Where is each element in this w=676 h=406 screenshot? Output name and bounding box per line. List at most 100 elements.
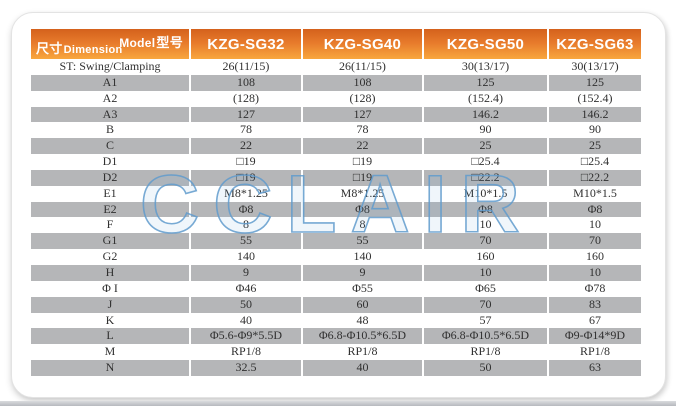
table-row: D1 □19 □19 □25.4 □25.4 <box>31 154 641 170</box>
table-cell: □19 <box>303 169 422 186</box>
table-cell: □19 <box>236 154 256 169</box>
table-cell: M8*1.25 <box>340 185 385 200</box>
table-cell: 48 <box>356 312 369 327</box>
row-label: L <box>31 328 189 345</box>
model-label-en: Model <box>119 36 156 50</box>
table-cell: 146.2 <box>549 106 641 123</box>
table-cell: Φ6.8-Φ10.5*6.5D <box>424 328 547 345</box>
spec-table: Model型号 尺寸Dimension KZG-SG32 KZG-SG40 KZG-… <box>31 29 641 376</box>
row-label: Φ I <box>102 280 118 295</box>
table-cell: 125 <box>549 74 641 91</box>
table-cell: 70 <box>424 296 547 313</box>
table-cell: 10 <box>424 264 547 281</box>
table-cell: □19 <box>191 169 301 186</box>
table-cell: 22 <box>191 138 301 155</box>
table-cell: 40 <box>303 360 422 376</box>
table-cell: 70 <box>424 233 547 250</box>
table-cell: 108 <box>303 74 422 91</box>
model-label: Model型号 <box>119 32 183 51</box>
table-cell: 50 <box>191 296 301 313</box>
row-label: B <box>105 122 114 137</box>
table-cell: 90 <box>589 122 601 137</box>
row-label: J <box>31 296 189 313</box>
table-cell: 32.5 <box>191 360 301 376</box>
table-cell: 10 <box>479 217 492 232</box>
table-cell: 40 <box>240 312 252 327</box>
table-cell: □19 <box>352 154 373 169</box>
table-cell: Φ65 <box>475 280 496 295</box>
table-row: Φ I Φ46 Φ55 Φ65 Φ78 <box>31 281 641 297</box>
table-cell: 146.2 <box>424 106 547 123</box>
table-row: G2 140 140 160 160 <box>31 249 641 265</box>
table-cell: M10*1.5 <box>463 185 508 200</box>
table-cell: 55 <box>303 233 422 250</box>
table-row: H 9 9 10 10 <box>31 264 641 281</box>
table-row: A1 108 108 125 125 <box>31 74 641 91</box>
table-row: E1 M8*1.25 M8*1.25 M10*1.5 M10*1.5 <box>31 186 641 202</box>
table-cell: 125 <box>424 74 547 91</box>
table-cell: 57 <box>479 312 492 327</box>
table-cell: Φ6.8-Φ10.5*6.5D <box>303 328 422 345</box>
table-cell: 78 <box>356 122 369 137</box>
table-cell: 90 <box>479 122 492 137</box>
table-row: B 78 78 90 90 <box>31 122 641 138</box>
table-row: F 8 8 10 10 <box>31 217 641 233</box>
table-cell: Φ8 <box>191 201 301 218</box>
table-cell: 9 <box>191 264 301 281</box>
table-row: C 22 22 25 25 <box>31 138 641 155</box>
table-cell: □25.4 <box>580 154 610 169</box>
column-header-kzg-sg40: KZG-SG40 <box>303 29 422 59</box>
table-row: D2 □19 □19 □22.2 □22.2 <box>31 169 641 186</box>
table-cell: Φ55 <box>352 280 373 295</box>
row-label: E2 <box>31 201 189 218</box>
bottom-edge-band <box>0 401 676 406</box>
table-cell: 60 <box>303 296 422 313</box>
table-row: A2 (128) (128) (152.4) (152.4) <box>31 91 641 107</box>
table-cell: 26(11/15) <box>339 59 386 73</box>
table-row: G1 55 55 70 70 <box>31 233 641 250</box>
table-cell: Φ46 <box>235 280 257 295</box>
table-cell: □22.2 <box>424 169 547 186</box>
table-cell: 30(13/17) <box>461 59 510 73</box>
table-cell: Φ8 <box>303 201 422 218</box>
table-row: M RP1/8 RP1/8 RP1/8 RP1/8 <box>31 344 641 360</box>
row-label: A2 <box>102 90 118 105</box>
dimension-label-cn: 尺寸 <box>36 41 63 56</box>
table-cell: 140 <box>353 249 372 264</box>
dimension-label-en: Dimension <box>63 44 123 56</box>
table-cell: (152.4) <box>577 90 613 105</box>
row-label: G1 <box>31 233 189 250</box>
table-row: ST: Swing/Clamping 26(11/15) 26(11/15) 30(1… <box>31 59 641 75</box>
table-cell: RP1/8 <box>230 344 261 359</box>
table-cell: 26(11/15) <box>222 59 270 73</box>
table-cell: 63 <box>549 360 641 376</box>
table-cell: Φ78 <box>584 280 606 295</box>
table-cell: 70 <box>549 233 641 250</box>
row-label: N <box>31 360 189 376</box>
row-label: C <box>31 138 189 155</box>
table-cell: Φ5.6-Φ9*5.5D <box>191 328 301 345</box>
table-cell: (152.4) <box>468 90 503 105</box>
table-cell: 25 <box>549 138 641 155</box>
table-cell: 127 <box>303 106 422 123</box>
table-cell: 25 <box>424 138 547 155</box>
row-label: E1 <box>103 185 117 200</box>
table-cell: Φ8 <box>549 201 641 218</box>
row-label: M <box>104 344 116 359</box>
corner-header-cell: Model型号 尺寸Dimension <box>31 29 189 59</box>
table-cell: RP1/8 <box>579 344 610 359</box>
table-row: K 40 48 57 67 <box>31 313 641 329</box>
row-label: D2 <box>31 169 189 186</box>
table-cell: 8 <box>243 217 249 232</box>
table-cell: Φ9-Φ14*9D <box>549 328 641 345</box>
table-cell: RP1/8 <box>470 344 501 359</box>
row-label: A3 <box>31 106 189 123</box>
table-cell: (128) <box>349 90 376 105</box>
table-cell: M8*1.25 <box>224 185 268 200</box>
table-cell: 160 <box>586 249 604 264</box>
table-cell: 30(13/17) <box>571 59 619 73</box>
table-cell: 78 <box>240 122 252 137</box>
table-cell: 67 <box>589 312 601 327</box>
row-label: K <box>105 312 115 327</box>
table-cell: 10 <box>589 217 601 232</box>
